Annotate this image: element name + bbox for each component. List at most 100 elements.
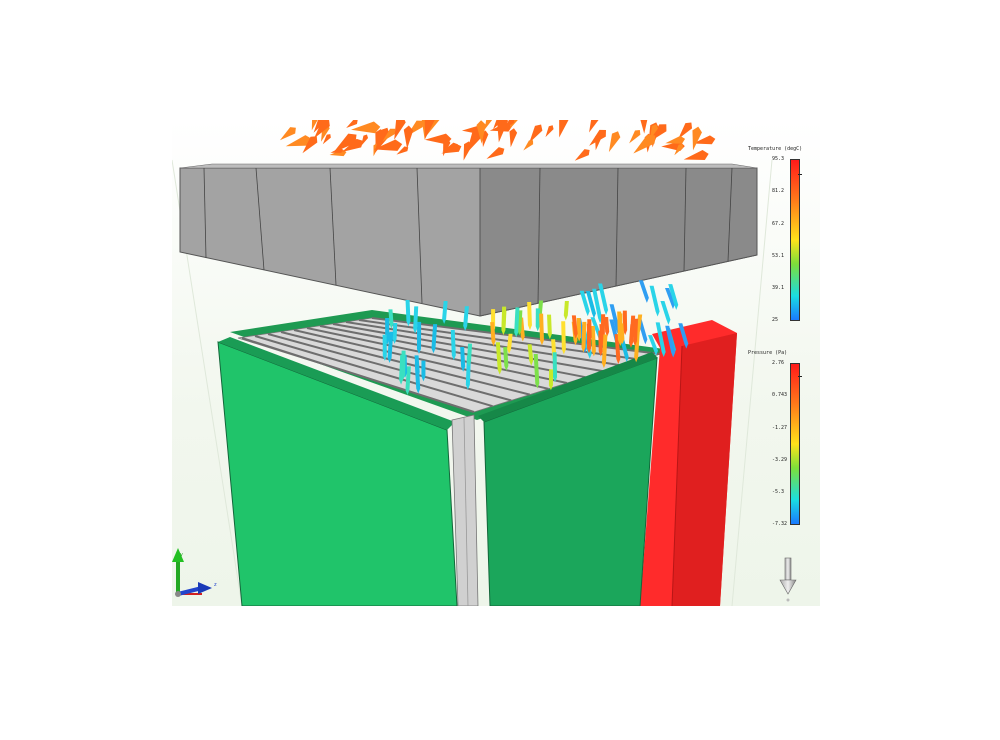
temperature-colorbar (790, 159, 800, 321)
flow-arrow (533, 353, 540, 389)
flow-arrow (476, 120, 486, 144)
flow-arrow (559, 120, 569, 138)
pressure-tick: 2.76 (772, 360, 785, 366)
flow-arrow (548, 369, 554, 391)
flow-arrow (547, 314, 552, 340)
fin (254, 335, 493, 408)
flow-arrow (490, 322, 496, 347)
pressure-legend: Pressure (Pa) 2.76 0.743 -1.27 -3.29 -5.… (748, 350, 814, 530)
flow-arrow (509, 128, 518, 148)
flow-arrow (382, 128, 396, 142)
flow-arrow (598, 283, 609, 316)
pressure-legend-title: Pressure (Pa) (748, 350, 788, 356)
flow-arrow (683, 149, 709, 160)
flow-arrow (664, 288, 675, 309)
flow-arrow (401, 350, 406, 380)
flow-arrow (600, 314, 606, 342)
flow-arrow (484, 120, 493, 130)
temperature-tick: 81.2 (772, 188, 785, 194)
flow-arrow (649, 285, 660, 317)
flow-arrow (589, 129, 606, 146)
gravity-arrow-icon (779, 557, 797, 602)
flow-arrow (442, 300, 448, 324)
pressure-tick: -7.32 (772, 521, 788, 527)
flow-arrow (585, 291, 596, 319)
flow-arrow (561, 321, 566, 355)
temperature-tick: 53.1 (772, 253, 785, 259)
flow-arrow (285, 135, 313, 147)
flow-arrow (527, 302, 532, 331)
flow-arrow (333, 133, 357, 153)
fin (345, 321, 623, 367)
flow-arrow (373, 139, 403, 151)
flow-arrow (640, 120, 648, 134)
pressure-tick: -3.29 (772, 457, 788, 463)
flow-arrow (678, 122, 693, 140)
flow-arrow (346, 120, 358, 129)
fin (306, 327, 568, 384)
flow-arrow (403, 125, 414, 149)
flow-arrow (527, 344, 534, 366)
center-post (451, 414, 479, 606)
flow-arrow (460, 347, 466, 372)
flow-arrow (501, 306, 507, 336)
flow-arrow (322, 134, 331, 145)
pressure-colorbar (790, 363, 800, 525)
flow-arrow (692, 126, 702, 151)
flow-arrow (629, 129, 641, 144)
flow-arrow (467, 343, 473, 367)
flow-arrow (405, 300, 411, 327)
flow-arrow (388, 309, 394, 329)
y-axis-label: y (180, 552, 183, 558)
flow-arrow (668, 284, 679, 310)
flow-arrow (507, 333, 513, 354)
flow-arrow (563, 300, 569, 321)
flow-arrow (609, 304, 620, 334)
pressure-tick: -1.27 (772, 425, 788, 431)
temperature-tick: 25 (772, 317, 779, 323)
flow-arrow (576, 317, 582, 342)
flow-arrow (341, 138, 364, 153)
flow-arrow (394, 120, 406, 140)
flow-arrow (431, 324, 438, 354)
scene (172, 120, 773, 606)
flow-arrow (633, 134, 656, 154)
flow-arrow (493, 120, 503, 130)
flow-arrow (579, 290, 590, 317)
temperature-tick: 67.2 (772, 221, 785, 227)
flow-arrow (351, 121, 381, 134)
z-axis-label: z (214, 582, 217, 588)
flow-arrow (441, 143, 462, 154)
flow-arrow (590, 317, 601, 339)
flow-arrow (421, 360, 426, 382)
fin (267, 333, 512, 402)
temperature-tick: 95.3 (772, 156, 785, 162)
axis-triad-icon[interactable]: y z (172, 540, 228, 600)
flow-arrow (496, 120, 509, 143)
flow-arrow (413, 306, 419, 334)
flow-arrow (450, 330, 456, 361)
3d-viewport[interactable]: Temperature (degC) 95.3 81.2 67.2 53.1 3… (172, 120, 820, 606)
flow-arrow (587, 319, 592, 343)
fin (293, 329, 549, 390)
flow-arrow (665, 325, 676, 358)
flow-arrow (604, 316, 610, 337)
flow-arrow (495, 342, 502, 375)
flow-arrow (523, 140, 534, 151)
cool-flow-arrows (382, 280, 689, 395)
flow-arrow (647, 335, 658, 356)
flow-arrow (463, 306, 469, 331)
flow-arrow (590, 326, 596, 357)
flow-arrow (396, 146, 409, 155)
hot-flow-arrows (279, 120, 716, 161)
flow-arrow (392, 323, 398, 344)
temperature-legend: Temperature (degC) 95.3 81.2 67.2 53.1 3… (748, 146, 814, 326)
pressure-tick: -5.3 (772, 489, 785, 495)
flow-arrow (424, 133, 452, 145)
flow-arrow (374, 127, 390, 154)
flow-arrow (486, 147, 505, 159)
flow-arrow (514, 307, 520, 338)
flow-arrow (581, 321, 587, 353)
flow-arrow (466, 128, 483, 154)
hot-board (640, 320, 737, 606)
